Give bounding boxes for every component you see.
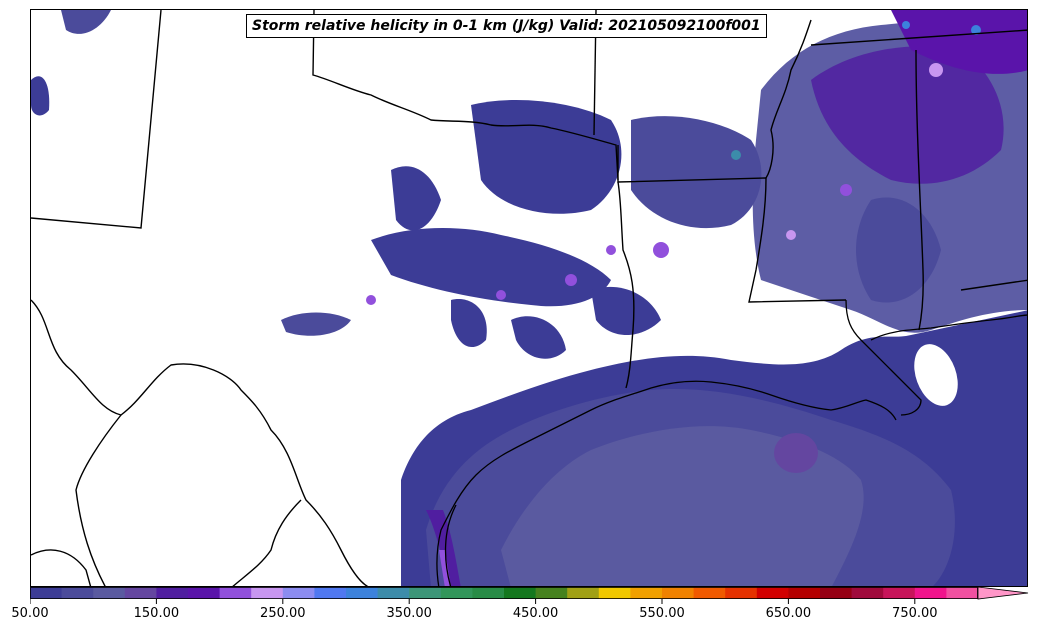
colorbar-outline: [30, 587, 978, 599]
mexico-state-border-3: [31, 549, 92, 586]
land-helicity-patches: [31, 10, 1027, 359]
colorbar-segment: [219, 587, 252, 599]
colorbar-tick-label: 550.00: [639, 606, 685, 621]
helicity-patch: [591, 286, 661, 335]
colorbar-segment: [756, 587, 789, 599]
mexico-state-border: [75, 414, 122, 586]
gulf-helicity-field: [401, 310, 1027, 586]
helicity-cell: [840, 184, 852, 196]
colorbar-segment: [124, 587, 157, 599]
helicity-cell: [971, 25, 981, 35]
colorbar-segment: [282, 587, 315, 599]
helicity-cell: [902, 21, 910, 29]
colorbar-segment: [251, 587, 284, 599]
helicity-patch: [631, 116, 762, 229]
helicity-cell: [366, 295, 376, 305]
colorbar-segment: [377, 587, 410, 599]
helicity-patch: [281, 312, 351, 336]
helicity-cell: [929, 63, 943, 77]
helicity-patch: [471, 100, 622, 214]
colorbar-segment: [30, 587, 63, 599]
colorbar-extend-arrow: [977, 587, 1029, 600]
colorbar-segment: [440, 587, 473, 599]
helicity-cell: [653, 242, 669, 258]
colorbar-tick-label: 150.00: [133, 606, 180, 621]
helicity-map: [31, 10, 1027, 586]
colorbar-segment: [914, 587, 947, 599]
alabama-florida-border: [960, 279, 1027, 291]
colorbar-segment: [346, 587, 379, 599]
colorbar-segment: [946, 587, 979, 599]
helicity-patch: [891, 10, 1027, 74]
land-gap-louisiana: [914, 344, 958, 406]
colorbar-tick-label: 350.00: [386, 606, 432, 621]
colorbar-tick-label: 50.00: [11, 606, 49, 621]
tennessee-border: [810, 29, 1027, 46]
colorbar: [30, 587, 1029, 604]
colorbar-segment: [630, 587, 663, 599]
helicity-cell: [731, 150, 741, 160]
helicity-patch: [451, 299, 487, 348]
colorbar-segment: [188, 587, 221, 599]
helicity-contour-level-4: [774, 433, 818, 473]
colorbar-segment: [598, 587, 631, 599]
map-title: Storm relative helicity in 0-1 km (J/kg)…: [246, 14, 767, 38]
colorbar-tick-label: 450.00: [512, 606, 559, 621]
colorbar-segment: [820, 587, 853, 599]
helicity-patch: [856, 197, 941, 303]
coastal-helicity-core: [426, 510, 461, 586]
mississippi-river-border: [748, 177, 847, 303]
helicity-patch: [31, 76, 50, 116]
helicity-cell: [496, 290, 506, 300]
colorbar-segment: [93, 587, 126, 599]
helicity-contour-level-3: [501, 426, 864, 586]
colorbar-segment: [693, 587, 726, 599]
helicity-cell: [565, 274, 577, 286]
helicity-patch: [371, 228, 611, 307]
colorbar-segment: [535, 587, 568, 599]
political-borders: [31, 10, 1027, 586]
colorbar-segment: [725, 587, 758, 599]
helicity-patch: [511, 316, 566, 359]
mississippi-alabama-border: [915, 49, 924, 331]
texas-louisiana-border: [617, 181, 635, 389]
louisiana-delta-coast: [845, 299, 922, 416]
coastline: [436, 299, 1027, 586]
colorbar-segment: [61, 587, 94, 599]
colorbar-segment: [662, 587, 695, 599]
map-panel: [30, 9, 1028, 587]
arkansas-louisiana-border: [765, 19, 812, 179]
colorbar-segment: [504, 587, 537, 599]
colorbar-segment: [567, 587, 600, 599]
colorbar-tick-label: 250.00: [260, 606, 306, 621]
colorbar-tick-label: 650.00: [765, 606, 812, 621]
helicity-patch: [811, 46, 1004, 184]
padre-island: [444, 504, 457, 586]
mississippi-coast: [870, 314, 1027, 341]
colorado-nm-border: [31, 10, 162, 229]
texas-gulf-coast: [436, 380, 897, 586]
colorbar-segment: [409, 587, 442, 599]
helicity-cell: [786, 230, 796, 240]
helicity-patch: [391, 166, 441, 231]
colorbar-segment: [156, 587, 189, 599]
colorbar-segment: [314, 587, 347, 599]
mexico-border: [31, 299, 369, 586]
colorbar-segment: [788, 587, 821, 599]
colorbar-segment: [472, 587, 505, 599]
mexico-state-border-2: [232, 499, 302, 586]
helicity-cell: [606, 245, 616, 255]
helicity-patch: [61, 10, 111, 34]
colorbar-segment: [883, 587, 916, 599]
colorbar-segment: [851, 587, 884, 599]
oklahoma-panhandle-border: [312, 10, 619, 181]
colorbar-tick-label: 750.00: [892, 606, 938, 621]
